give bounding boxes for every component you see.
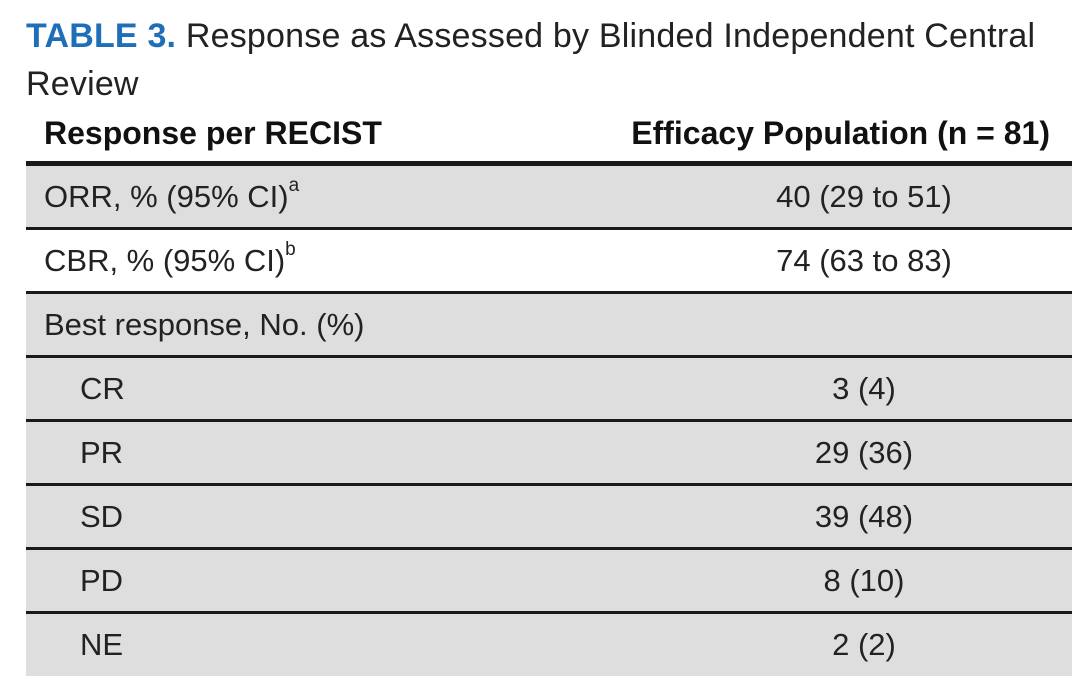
row-value: 3 (4) [832,370,896,406]
table-row-sd: SD 39 (48) [26,486,1072,550]
table-row-orr: ORR, % (95% CI)a 40 (29 to 51) [26,166,1072,230]
response-table: Response per RECIST Efficacy Population … [26,105,1072,676]
row-value: 40 (29 to 51) [776,178,952,214]
header-rule [26,161,1072,166]
table-row-cbr: CBR, % (95% CI)b 74 (63 to 83) [26,230,1072,294]
row-label-text: CBR, % (95% CI) [44,242,286,278]
footnote-marker: a [288,175,300,197]
table-row-pr: PR 29 (36) [26,422,1072,486]
row-label: SD [80,498,124,534]
row-label-text: ORR, % (95% CI) [44,178,289,214]
row-label: Best response, No. (%) [44,306,365,342]
header-response-per-recist: Response per RECIST [44,114,382,151]
row-label: ORR, % (95% CI)a [26,175,616,215]
row-label: PD [80,562,124,598]
table-title: Response as Assessed by Blinded Independ… [26,17,1036,103]
row-value: 39 (48) [814,498,914,534]
row-label: CBR, % (95% CI)b [26,239,616,279]
table-row-ne: NE 2 (2) [26,614,1072,676]
row-label: NE [80,627,124,662]
table-number-label: TABLE 3. [26,17,177,55]
footnote-marker: b [285,239,296,261]
header-efficacy-population: Efficacy Population (n = 81) [631,114,1050,151]
row-label: CR [80,370,125,406]
row-value: 29 (36) [814,434,914,470]
table-header-row: Response per RECIST Efficacy Population … [26,105,1072,161]
table-row-pd: PD 8 (10) [26,550,1072,614]
table-caption: TABLE 3. Response as Assessed by Blinded… [26,12,1066,108]
row-value: 2 (2) [832,627,896,662]
row-value: 8 (10) [823,562,905,598]
table-row-best-response: Best response, No. (%) [26,294,1072,358]
row-value: 74 (63 to 83) [776,242,952,278]
row-label: PR [80,434,124,470]
table-row-cr: CR 3 (4) [26,358,1072,422]
